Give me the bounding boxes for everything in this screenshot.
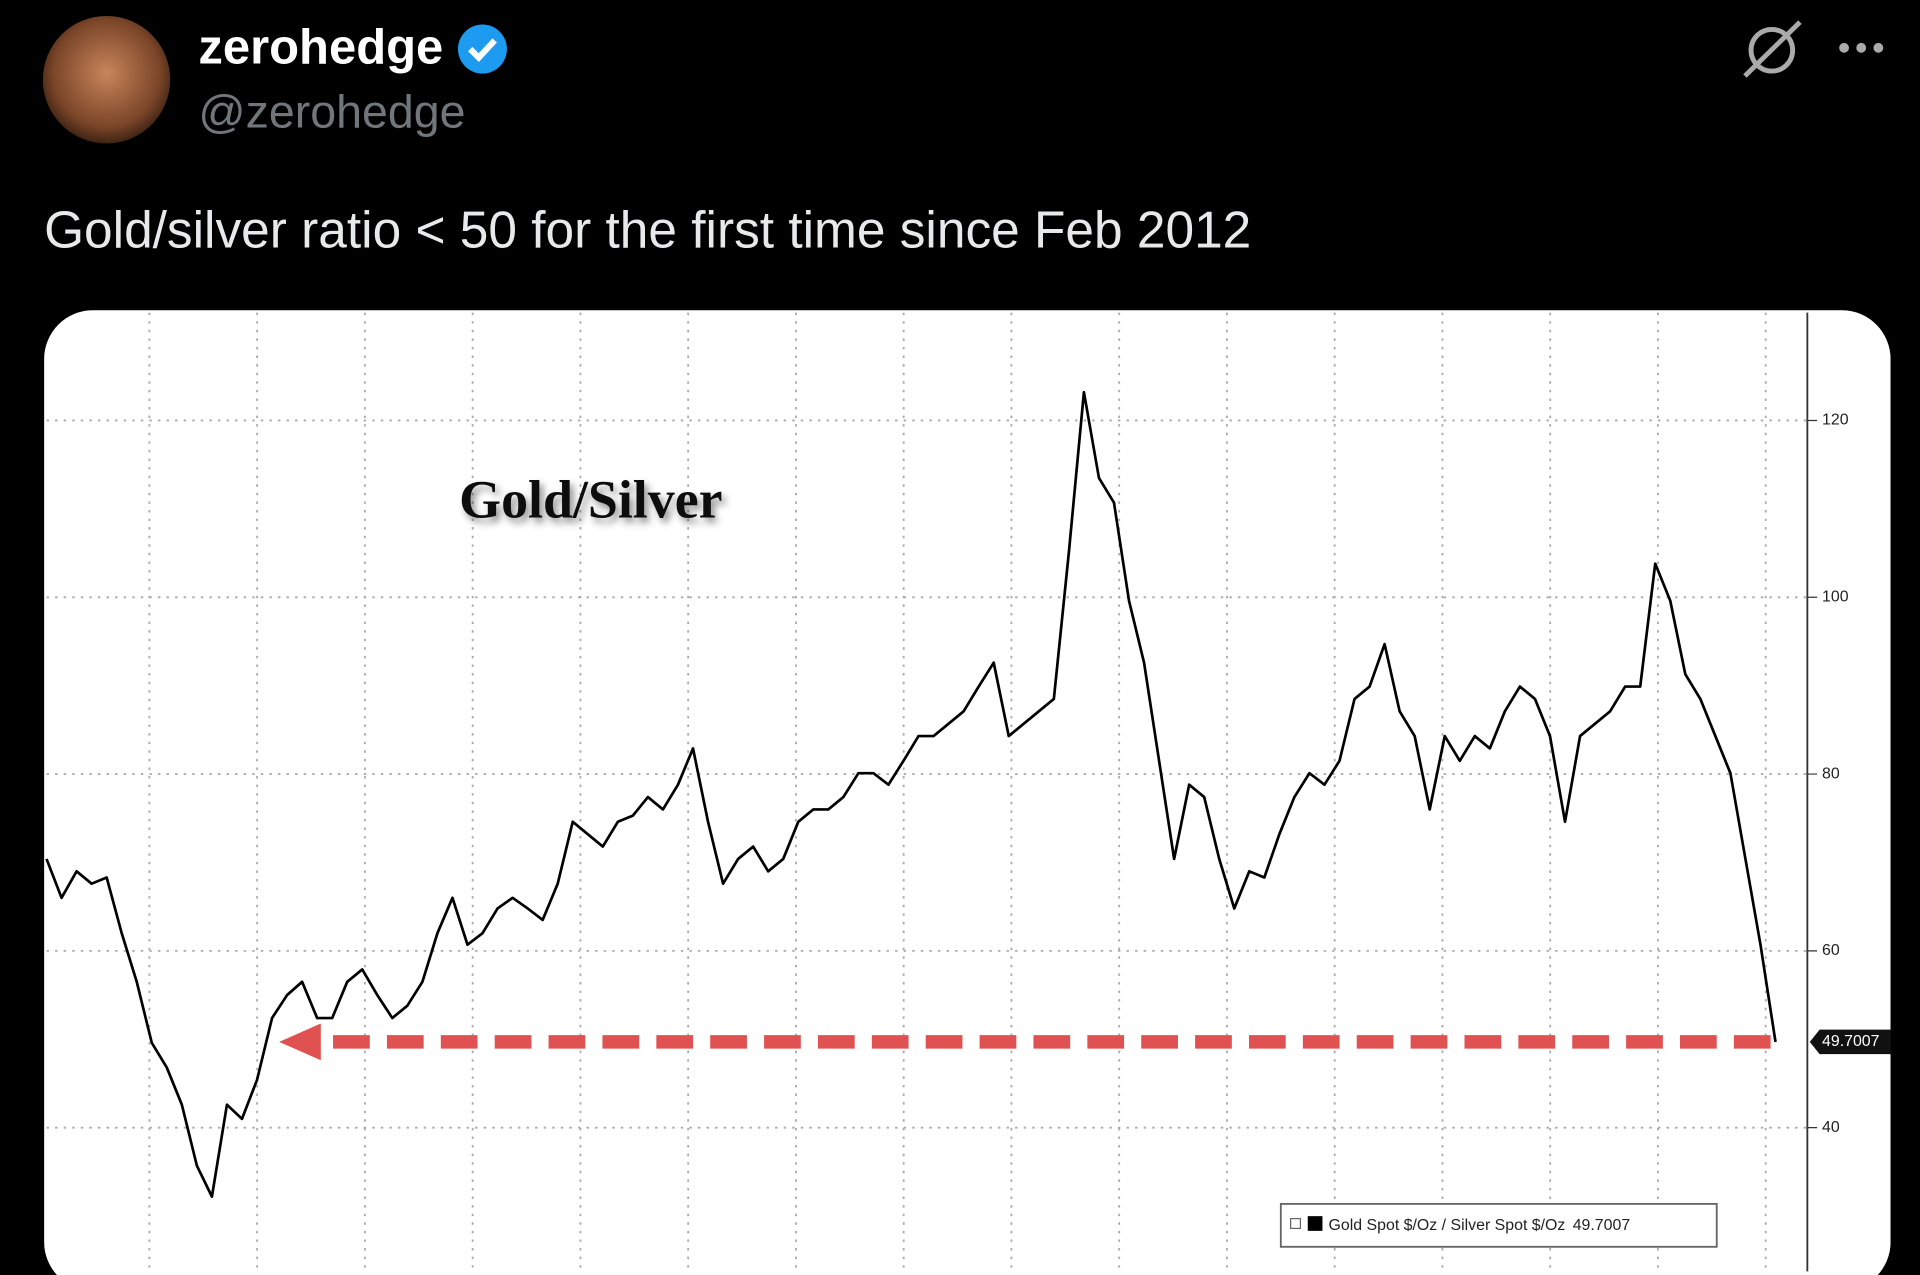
y-tick-label: 80 xyxy=(1822,765,1840,782)
legend-box xyxy=(1279,1202,1718,1248)
verified-badge xyxy=(457,24,507,74)
legend-checkbox xyxy=(1290,1217,1302,1230)
y-tick-label: 60 xyxy=(1822,942,1840,959)
legend-swatch xyxy=(1307,1216,1323,1231)
author-name[interactable]: zerohedge xyxy=(198,21,443,75)
tweet-text: Gold/silver ratio < 50 for the first tim… xyxy=(44,201,1251,259)
y-tick-label: 40 xyxy=(1822,1119,1840,1136)
handle[interactable]: @zerohedge xyxy=(198,85,465,137)
arrow-head xyxy=(279,1023,321,1061)
chart-image[interactable]: 40 60 80 100 120 Gold/Silver 49.7007 Gold Spot … xyxy=(44,310,1891,1275)
chart-background xyxy=(44,310,1891,1275)
chart-title: Gold/Silver xyxy=(459,469,722,529)
more-icon[interactable] xyxy=(1839,42,1884,53)
avatar[interactable] xyxy=(42,15,171,144)
last-value-flag xyxy=(1809,1029,1891,1055)
y-tick-label: 100 xyxy=(1822,588,1849,605)
legend-label: Gold Spot $/Oz / Silver Spot $/Oz xyxy=(1329,1217,1566,1234)
y-tick-label: 120 xyxy=(1822,412,1849,429)
grok-icon[interactable] xyxy=(1743,20,1802,78)
data-line xyxy=(45,390,1777,1198)
last-value-label: 49.7007 xyxy=(1822,1033,1880,1050)
legend-value: 49.7007 xyxy=(1573,1217,1631,1234)
